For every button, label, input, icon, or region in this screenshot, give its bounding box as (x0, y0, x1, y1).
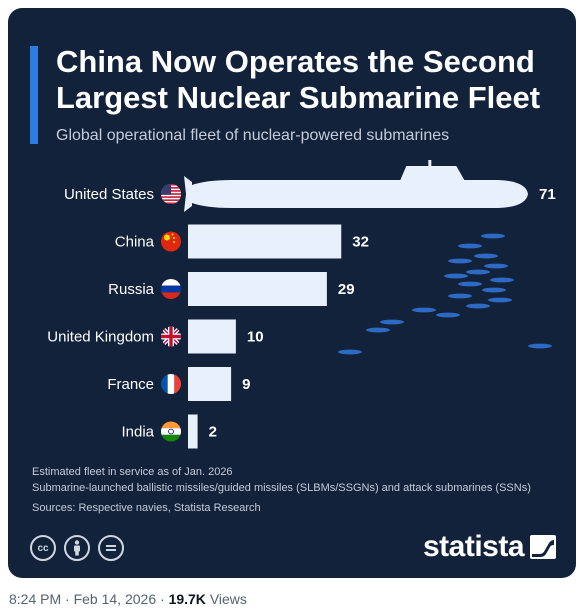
fish-icon (484, 263, 508, 269)
periscope-icon (428, 160, 432, 166)
tweet-meta: 8:24 PM · Feb 14, 2026 · 19.7K Views (9, 591, 247, 607)
bar (192, 180, 528, 208)
category-label: United States (64, 186, 154, 203)
value-label: 32 (352, 234, 369, 251)
value-label: 10 (247, 329, 264, 346)
fish-icon (488, 297, 512, 303)
chart-subtitle: Global operational fleet of nuclear-powe… (56, 127, 450, 144)
fish-icon (448, 258, 472, 264)
submarine-tail-icon (184, 176, 192, 212)
category-label: United Kingdom (47, 329, 154, 346)
bar (188, 367, 232, 401)
license-icons: cc (30, 535, 124, 561)
fish-icon (481, 233, 505, 239)
fish-icon (412, 307, 436, 313)
chart-notes: Estimated fleet in service as of Jan. 20… (32, 464, 531, 516)
value-label: 71 (539, 186, 556, 203)
tweet-date[interactable]: Feb 14, 2026 (73, 591, 157, 607)
category-label: India (121, 424, 154, 441)
bar-row: France 9 (107, 367, 250, 401)
fish-icon (380, 319, 404, 325)
india-flag-icon (161, 421, 181, 442)
cc-icon: cc (30, 535, 56, 561)
bar-row: Russia 29 (108, 272, 355, 306)
bar (188, 272, 327, 306)
category-label: China (115, 234, 155, 251)
views-count: 19.7K (168, 591, 206, 607)
meta-separator: · (61, 591, 74, 607)
france-flag-icon (161, 374, 181, 394)
submarine-sail-icon (400, 166, 465, 180)
category-label: France (107, 376, 154, 393)
us-flag-icon (161, 184, 181, 204)
statista-logo: statista (423, 530, 557, 564)
bar-row: India 2 (121, 414, 217, 449)
fish-icon (448, 293, 472, 299)
meta-separator: · (156, 591, 169, 607)
views-label: Views (209, 591, 247, 607)
fish-icon (528, 343, 552, 349)
value-label: 29 (338, 281, 355, 298)
fish-icon (444, 273, 468, 279)
sources-note: Sources: Respective navies, Statista Res… (32, 502, 261, 514)
value-label: 2 (209, 424, 217, 441)
bar (188, 414, 198, 449)
fish-icon (466, 269, 490, 275)
fish-icon (338, 349, 362, 355)
fish-icon (458, 281, 482, 287)
fish-icon (482, 287, 506, 293)
fish-icon (474, 253, 498, 259)
nd-icon (98, 535, 124, 561)
chart-title: China Now Operates the Second Largest Nu… (56, 44, 541, 115)
china-flag-icon (161, 231, 181, 252)
bar (188, 224, 342, 259)
fish-icon (436, 312, 460, 318)
note-line-2: Submarine-launched ballistic missiles/gu… (32, 482, 531, 494)
fish-icon (466, 303, 490, 309)
infographic-card: China Now Operates the Second Largest Nu… (8, 8, 576, 578)
bar-row: China 32 (115, 224, 369, 259)
brand-name: statista (423, 530, 525, 563)
fish-school-decoration (338, 233, 552, 355)
bar-row: United States 71 (64, 160, 556, 212)
fish-icon (490, 277, 514, 283)
fish-icon (366, 327, 390, 333)
value-label: 9 (242, 376, 250, 393)
title-accent-bar (30, 46, 38, 144)
statista-mark-icon (530, 535, 557, 559)
fish-icon (458, 243, 482, 249)
tweet-time[interactable]: 8:24 PM (9, 591, 62, 607)
category-label: Russia (108, 281, 155, 298)
bar-row: United Kingdom 10 (47, 319, 264, 354)
bar (188, 319, 236, 354)
russia-flag-icon (161, 279, 181, 299)
by-icon (64, 535, 90, 561)
uk-flag-icon (161, 326, 181, 347)
note-line-1: Estimated fleet in service as of Jan. 20… (32, 466, 233, 478)
